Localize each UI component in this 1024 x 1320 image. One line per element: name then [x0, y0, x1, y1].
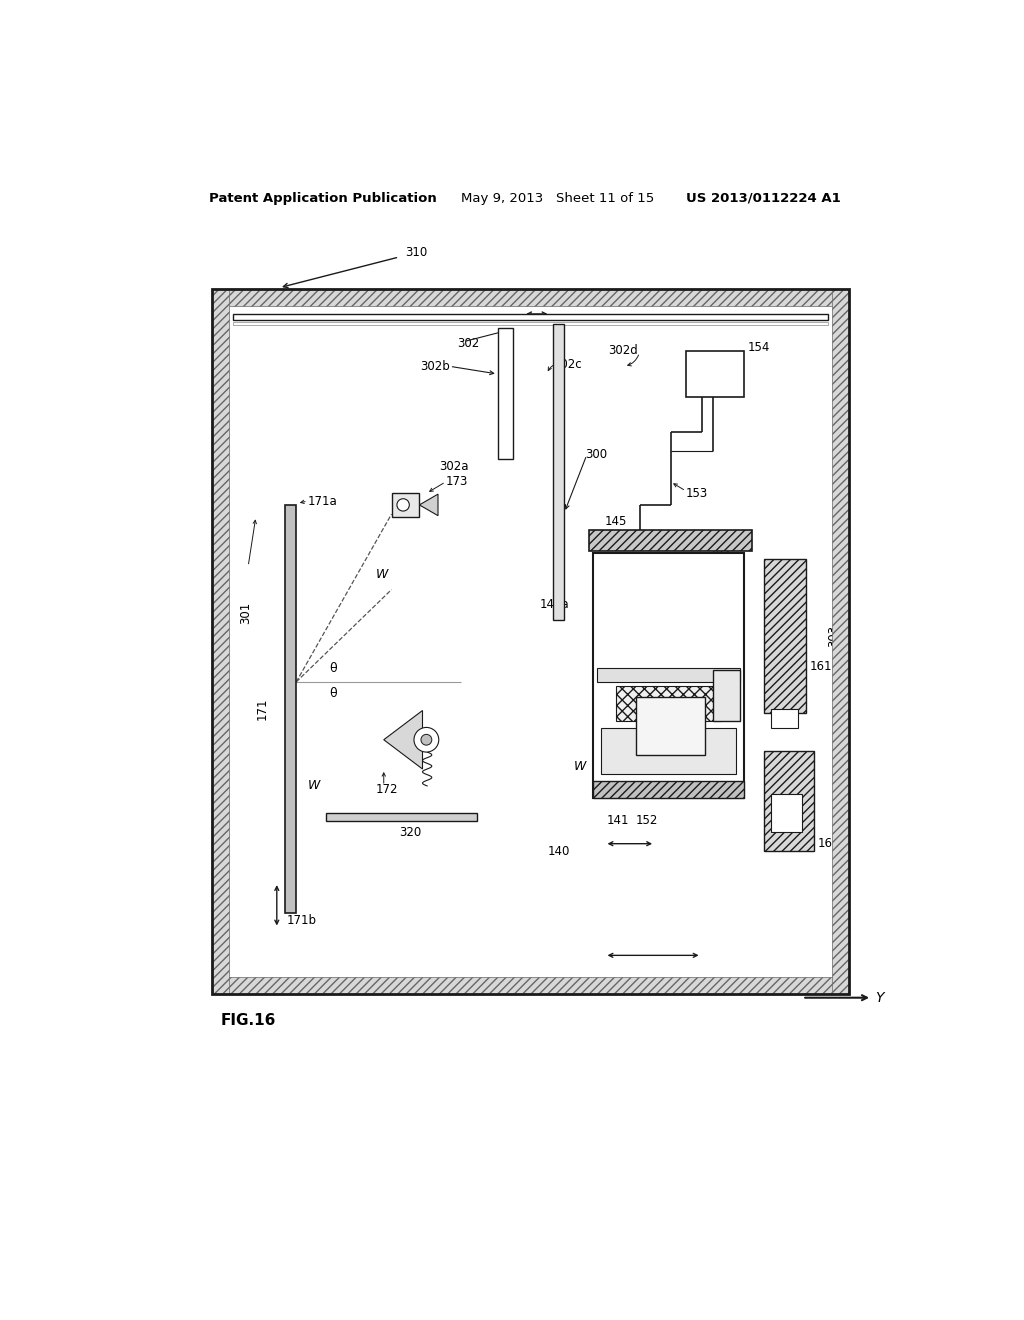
Text: 303: 303 [826, 624, 840, 647]
Bar [212, 289, 849, 994]
Text: 320: 320 [399, 825, 422, 838]
Text: May 9, 2013   Sheet 11 of 15: May 9, 2013 Sheet 11 of 15 [461, 191, 654, 205]
Polygon shape [420, 494, 438, 516]
Text: FIG.16: FIG.16 [221, 1014, 276, 1028]
Text: 173: 173 [445, 475, 468, 488]
Text: 301: 301 [240, 602, 252, 624]
Text: 160: 160 [818, 837, 840, 850]
Text: US 2013/0112224 A1: US 2013/0112224 A1 [686, 191, 841, 205]
Bar [228, 306, 831, 977]
Circle shape [414, 727, 438, 752]
Text: 302: 302 [458, 337, 479, 350]
Bar [212, 289, 849, 306]
Circle shape [397, 499, 410, 511]
Text: 302d: 302d [608, 345, 638, 358]
Text: 171: 171 [256, 698, 268, 721]
Text: 145: 145 [604, 515, 627, 528]
Text: 145a: 145a [540, 598, 569, 611]
Bar [498, 327, 513, 459]
Polygon shape [384, 710, 423, 770]
Text: W: W [308, 779, 321, 792]
Text: 302a: 302a [439, 459, 469, 473]
Bar [593, 553, 744, 797]
Text: 310: 310 [406, 246, 428, 259]
Bar [212, 977, 849, 994]
Circle shape [421, 734, 432, 744]
Text: θ: θ [330, 661, 337, 675]
Bar [212, 289, 228, 994]
Text: θ: θ [330, 686, 337, 700]
Text: 171b: 171b [287, 915, 316, 927]
Text: W: W [573, 760, 586, 774]
Text: W: W [376, 568, 388, 581]
Text: 151: 151 [717, 706, 739, 719]
Text: 141: 141 [606, 814, 629, 828]
Bar [616, 686, 721, 721]
Bar [636, 697, 706, 755]
Bar [326, 813, 477, 821]
Text: 152: 152 [636, 814, 658, 828]
Text: Patent Application Publication: Patent Application Publication [209, 191, 437, 205]
Bar [713, 671, 740, 721]
Bar [771, 709, 799, 729]
Bar [764, 558, 806, 713]
Text: 140: 140 [548, 845, 569, 858]
Bar [589, 529, 752, 552]
Bar [553, 323, 563, 620]
Text: 300: 300 [586, 449, 607, 462]
Bar [286, 506, 296, 913]
Bar [593, 780, 744, 797]
Text: 142: 142 [710, 545, 732, 557]
Bar [764, 751, 814, 851]
Text: 302b: 302b [420, 360, 450, 372]
Bar [601, 729, 736, 775]
Text: 171a: 171a [308, 495, 338, 508]
Text: 154: 154 [748, 341, 770, 354]
Bar [232, 322, 827, 326]
Bar [686, 351, 744, 397]
Text: 161: 161 [810, 660, 833, 673]
Text: 150: 150 [671, 768, 693, 781]
Bar [391, 492, 420, 517]
Bar [831, 289, 849, 994]
Bar [232, 314, 827, 321]
Bar [597, 668, 740, 682]
Bar [771, 793, 802, 832]
Text: Y: Y [876, 991, 884, 1005]
Text: 172: 172 [376, 783, 398, 796]
Text: 302c: 302c [553, 358, 582, 371]
Text: 153: 153 [686, 487, 709, 500]
